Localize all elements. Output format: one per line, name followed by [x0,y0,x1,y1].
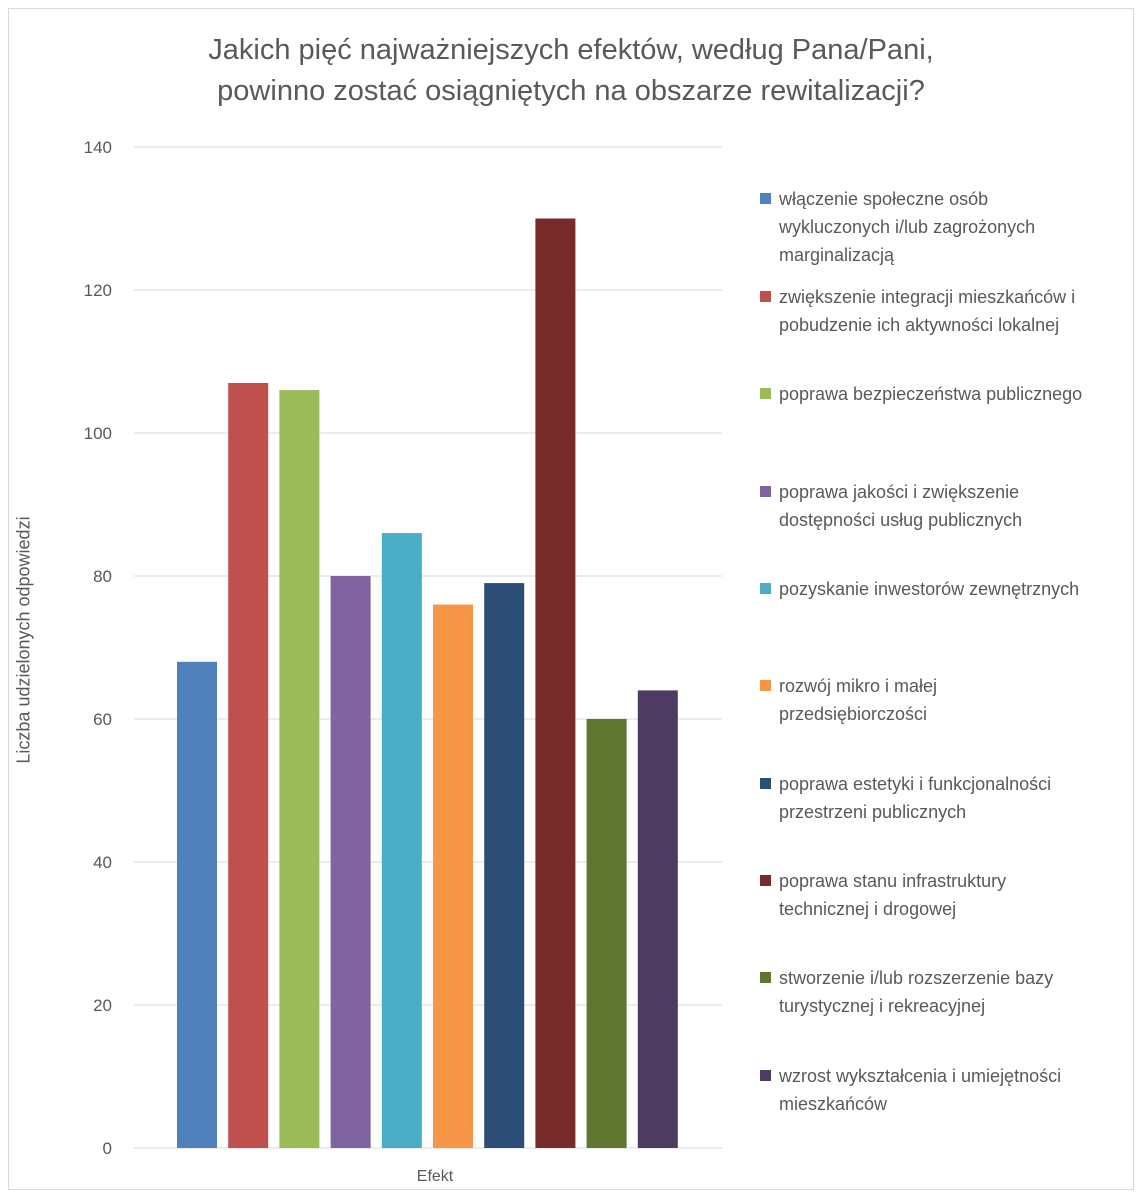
legend-item-1: włączenie społeczne osób wykluczonych i/l… [760,185,1140,269]
bar-8 [535,218,576,1148]
legend-swatch [760,778,771,789]
y-axis-ticks: 0 20 40 60 80 100 120 140 [84,138,112,1158]
legend-label-line: marginalizacją [779,245,895,265]
legend-item-7: poprawa estetyki i funkcjonalności przest… [760,770,1140,826]
bar-10 [637,690,678,1148]
legend-label-line: poprawa jakości i zwiększenie [779,482,1020,502]
chart-title-line-2: powinno zostać osiągniętych na obszarze … [217,75,925,107]
legend-swatch [760,972,771,983]
legend-label-line: poprawa estetyki i funkcjonalności [779,774,1052,794]
legend-swatch [760,388,771,399]
legend-label-line: turystycznej i rekreacyjnej [779,996,986,1016]
bar-6 [433,604,473,1148]
bar-9 [586,719,627,1148]
legend-label-line: poprawa stanu infrastruktury [779,871,1007,891]
legend-label-line: włączenie społeczne osób [779,189,989,209]
gridlines [134,146,722,1149]
legend-label: pozyskanie inwestorów zewnętrznych [779,575,1139,603]
legend-label-line: pozyskanie inwestorów zewnętrznych [779,579,1080,599]
legend-item-3: poprawa bezpieczeństwa publicznego [760,380,1140,408]
bar-4 [330,576,371,1148]
legend-label-line: poprawa bezpieczeństwa publicznego [779,384,1083,404]
legend-item-10: wzrost wykształcenia i umiejętności miesz… [760,1062,1140,1118]
legend-label-line: stworzenie i/lub rozszerzenie bazy [779,968,1054,988]
y-tick-label: 20 [93,996,112,1015]
chart-title-line-1: Jakich pięć najważniejszych efektów, wed… [208,34,934,66]
legend-swatch [760,291,771,302]
legend-label: poprawa estetyki i funkcjonalności przest… [779,770,1139,826]
y-tick-label: 60 [93,710,112,729]
legend-item-4: poprawa jakości i zwiększenie dostępności… [760,478,1140,534]
legend-swatch [760,486,771,497]
legend-swatch [760,875,771,886]
y-tick-label: 80 [93,567,112,586]
legend-label: stworzenie i/lub rozszerzenie bazy turyst… [779,964,1139,1020]
legend-label-line: wzrost wykształcenia i umiejętności [779,1066,1062,1086]
legend-label-line: rozwój mikro i małej [779,676,938,696]
y-tick-label: 100 [84,424,112,443]
legend-swatch [760,1070,771,1081]
legend-item-6: rozwój mikro i małej przedsiębiorczości [760,672,1140,728]
legend-label-line: przedsiębiorczości [779,704,928,724]
legend-label-line: zwiększenie integracji mieszkańców i [779,287,1076,307]
legend-item-8: poprawa stanu infrastruktury technicznej … [760,867,1140,923]
legend-label-line: przestrzeni publicznych [779,802,967,822]
bar-3 [279,390,320,1149]
bar-7 [484,583,525,1148]
chart-title: Jakich pięć najważniejszych efektów, wed… [40,30,1102,112]
legend-swatch [760,193,771,204]
bar-2 [228,383,269,1148]
bars [177,218,678,1149]
legend-label: poprawa jakości i zwiększenie dostępności… [779,478,1139,534]
y-tick-label: 0 [103,1139,112,1158]
x-axis-label: Efekt [416,1168,454,1185]
legend-label-line: pobudzenie ich aktywności lokalnej [779,315,1060,335]
legend-item-5: pozyskanie inwestorów zewnętrznych [760,575,1140,603]
legend-label-line: dostępności usług publicznych [779,510,1023,530]
legend-label: poprawa bezpieczeństwa publicznego [779,380,1139,408]
legend-label-line: wykluczonych i/lub zagrożonych [779,217,1036,237]
y-tick-label: 40 [93,853,112,872]
legend-label: wzrost wykształcenia i umiejętności miesz… [779,1062,1139,1118]
legend-label: poprawa stanu infrastruktury technicznej … [779,867,1139,923]
legend-label: włączenie społeczne osób wykluczonych i/l… [779,185,1139,269]
legend-item-2: zwiększenie integracji mieszkańców i pobu… [760,283,1140,339]
y-tick-label: 140 [84,138,112,157]
legend-label: rozwój mikro i małej przedsiębiorczości [779,672,1139,728]
bar-5 [381,533,422,1148]
legend-label: zwiększenie integracji mieszkańców i pobu… [779,283,1139,339]
legend-swatch [760,583,771,594]
legend-label-line: mieszkańców [779,1094,888,1114]
legend-label-line: technicznej i drogowej [779,899,957,919]
legend-swatch [760,680,771,691]
bar-1 [177,661,217,1148]
y-tick-label: 120 [84,281,112,300]
legend-item-9: stworzenie i/lub rozszerzenie bazy turyst… [760,964,1140,1020]
